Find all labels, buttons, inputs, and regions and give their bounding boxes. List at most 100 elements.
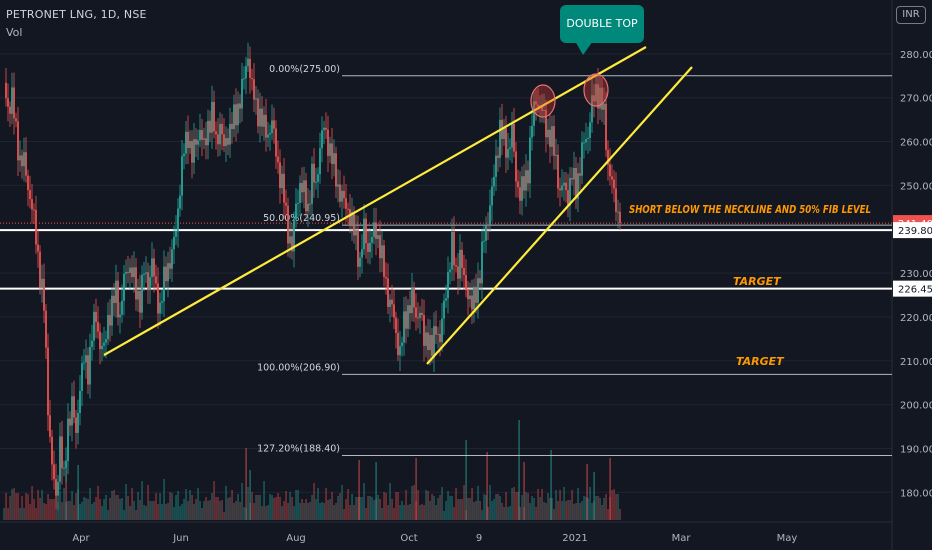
time-tick-label: 9: [476, 533, 482, 544]
volume-bar: [303, 503, 305, 520]
candle-body: [413, 288, 415, 308]
volume-bar: [555, 490, 557, 520]
double-top-marker: [583, 73, 609, 107]
volume-bar: [511, 488, 513, 520]
currency-button[interactable]: INR: [896, 6, 926, 24]
candle-body: [515, 151, 517, 182]
candle-body: [577, 173, 579, 199]
volume-bar: [207, 501, 209, 520]
volume-bar: [233, 503, 235, 520]
candle-body: [619, 211, 621, 224]
candle-body: [395, 317, 397, 333]
volume-bar: [347, 489, 349, 520]
volume-bar: [595, 496, 597, 520]
volume-bar: [211, 493, 213, 520]
volume-bar: [481, 510, 483, 520]
volume-bar: [573, 504, 575, 520]
volume-bar: [173, 507, 175, 520]
volume-bar: [189, 490, 191, 520]
candle-body: [197, 140, 199, 145]
volume-bar: [571, 490, 573, 520]
volume-bar: [539, 497, 541, 520]
volume-bar: [83, 497, 85, 520]
candle-body: [565, 182, 567, 191]
volume-bar: [9, 496, 11, 520]
candle-body: [199, 130, 201, 141]
candle-body: [439, 333, 441, 343]
volume-bar: [389, 483, 391, 520]
volume-bar: [387, 505, 389, 520]
candle-body: [209, 120, 211, 133]
volume-bar: [371, 497, 373, 520]
candle-body: [447, 272, 449, 299]
volume-bar: [461, 499, 463, 520]
volume-bar: [267, 505, 269, 520]
volume-bar: [219, 501, 221, 520]
candle-body: [441, 318, 443, 343]
volume-bar: [431, 494, 433, 520]
volume-bar: [95, 497, 97, 520]
candle-body: [273, 120, 275, 129]
candle-body: [35, 210, 37, 245]
candle-body: [63, 467, 65, 469]
volume-bar: [543, 502, 545, 520]
volume-bar: [137, 492, 139, 520]
candle-body: [37, 244, 39, 252]
candle-body: [59, 436, 61, 482]
candle-body: [353, 212, 355, 236]
volume-bar: [337, 496, 339, 520]
volume-bar: [591, 503, 593, 520]
volume-bar: [107, 510, 109, 520]
candle-body: [281, 173, 283, 189]
volume-bar: [123, 510, 125, 520]
volume-bar: [495, 494, 497, 520]
candle-body: [187, 131, 189, 149]
volume-bar: [97, 486, 99, 520]
candle-body: [41, 278, 43, 288]
volume-bar: [57, 502, 59, 520]
volume-bar: [71, 491, 73, 520]
volume-bar: [235, 501, 237, 520]
volume-bar: [615, 494, 617, 520]
candle-body: [235, 104, 237, 126]
volume-bar: [5, 493, 7, 520]
volume-bar: [365, 508, 367, 520]
candle-body: [285, 202, 287, 206]
volume-bar: [119, 499, 121, 520]
candle-body: [589, 122, 591, 138]
candle-body: [569, 177, 571, 206]
volume-bar: [373, 500, 375, 520]
candle-body: [259, 108, 261, 127]
candle-body: [143, 273, 145, 275]
volume-bar: [321, 502, 323, 520]
volume-bar: [61, 502, 63, 520]
candle-body: [57, 481, 59, 496]
volume-bar: [171, 493, 173, 520]
candle-body: [555, 154, 557, 156]
candle-body: [207, 120, 209, 146]
volume-bar: [265, 506, 267, 520]
volume-bar: [249, 470, 251, 520]
candle-body: [297, 202, 299, 204]
volume-bar: [473, 502, 475, 520]
volume-bar: [393, 508, 395, 520]
volume-bar: [223, 512, 225, 520]
volume-bar: [151, 501, 153, 520]
candle-body: [575, 167, 577, 199]
volume-bar: [419, 505, 421, 520]
volume-bar: [443, 511, 445, 520]
candle-body: [493, 176, 495, 187]
candle-body: [279, 162, 281, 189]
candle-body: [255, 98, 257, 100]
candle-body: [429, 334, 431, 351]
candle-body: [521, 176, 523, 201]
candle-body: [497, 155, 499, 158]
candle-body: [449, 269, 451, 273]
candle-body: [45, 310, 47, 348]
candle-body: [531, 125, 533, 138]
candle-body: [397, 332, 399, 356]
candle-body: [477, 278, 479, 303]
volume-bar: [199, 501, 201, 520]
candle-body: [553, 126, 555, 156]
